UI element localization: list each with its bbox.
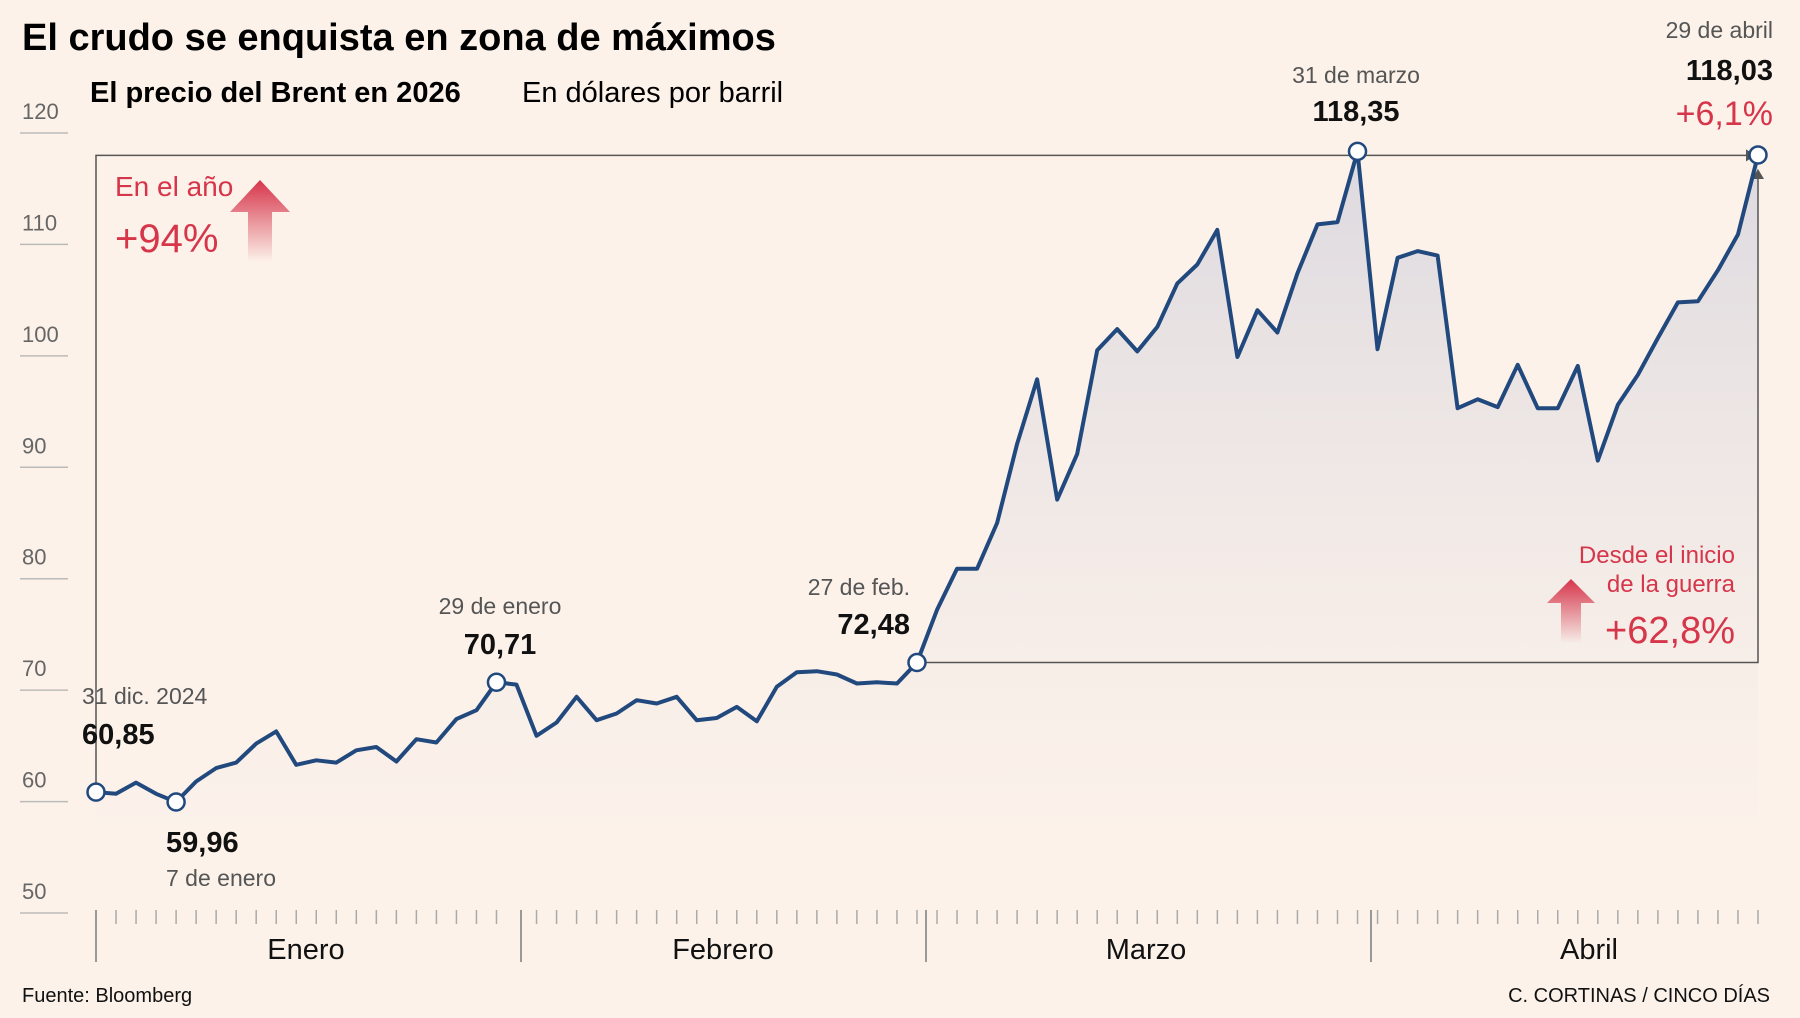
- marker-date-feb27: 27 de feb.: [808, 574, 910, 600]
- unit-label: En dólares por barril: [522, 77, 783, 109]
- marker-value-jan29: 70,71: [464, 629, 537, 661]
- marker-value-apr29: 118,03: [1686, 55, 1773, 87]
- x-axis: Enero Febrero Marzo Abril: [95, 910, 1759, 966]
- up-arrow-icon: [230, 180, 290, 262]
- y-tick-label: 80: [22, 545, 46, 570]
- up-arrow-icon: [1547, 579, 1595, 643]
- y-tick-label: 120: [22, 99, 59, 124]
- credit-note: C. CORTINAS / CINCO DÍAS: [1508, 984, 1770, 1007]
- reference-lines: [95, 149, 1764, 785]
- year-reference-line: [95, 154, 1746, 785]
- y-tick-label: 70: [22, 656, 46, 681]
- marker-date-apr29: 29 de abril: [1666, 17, 1773, 43]
- last-change-value: +6,1%: [1676, 95, 1773, 133]
- marker-point: [907, 652, 927, 673]
- chart-subtitle: El precio del Brent en 2026: [90, 77, 461, 109]
- y-tick-label: 90: [22, 433, 46, 458]
- month-label: Abril: [1560, 934, 1618, 966]
- year-change-label: En el año: [115, 171, 233, 202]
- marker-value-feb27: 72,48: [837, 609, 910, 641]
- month-label: Febrero: [672, 934, 774, 966]
- war-change-value: +62,8%: [1605, 610, 1735, 652]
- year-change-value: +94%: [115, 217, 218, 261]
- marker-value-start: 60,85: [82, 719, 155, 751]
- chart-title: El crudo se enquista en zona de máximos: [22, 17, 776, 59]
- marker-point: [1347, 141, 1368, 162]
- war-change-label-1: Desde el inicio: [1579, 542, 1735, 569]
- marker-point: [1748, 145, 1768, 165]
- price-line: [95, 149, 1760, 804]
- y-tick-label: 100: [22, 322, 59, 347]
- marker-value-jan7: 59,96: [166, 827, 239, 859]
- y-tick-label: 50: [22, 879, 46, 904]
- war-change-label-2: de la guerra: [1607, 571, 1736, 598]
- month-label: Enero: [267, 934, 344, 966]
- arrow-head-icon: [1752, 168, 1764, 179]
- data-points: [86, 141, 1768, 812]
- marker-date-jan29: 29 de enero: [439, 593, 562, 619]
- marker-point: [86, 782, 106, 802]
- source-note: Fuente: Bloomberg: [22, 985, 192, 1007]
- marker-date-start: 31 dic. 2024: [82, 683, 208, 709]
- marker-date-mar31: 31 de marzo: [1292, 62, 1420, 88]
- war-reference-line: [916, 176, 1759, 664]
- price-area: [96, 151, 1758, 855]
- y-tick-label: 110: [22, 210, 57, 235]
- marker-point: [166, 792, 186, 812]
- y-tick-label: 60: [22, 768, 46, 793]
- marker-point: [486, 672, 507, 692]
- y-axis: 50 60 70 80 90 100 110 120: [20, 99, 68, 914]
- marker-date-jan7: 7 de enero: [166, 865, 276, 891]
- month-label: Marzo: [1106, 934, 1187, 966]
- marker-value-mar31: 118,35: [1312, 96, 1399, 128]
